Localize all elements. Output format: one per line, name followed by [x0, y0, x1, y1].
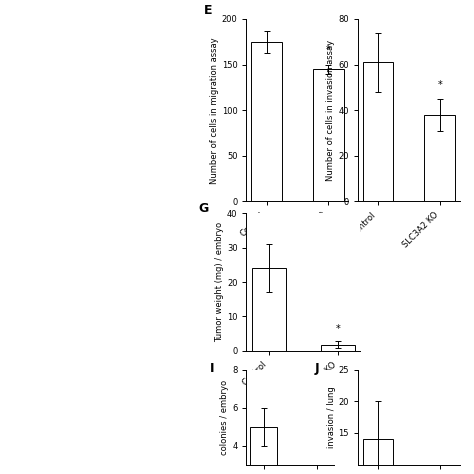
Text: E: E: [204, 4, 212, 18]
Bar: [363, 62, 393, 201]
Bar: [320, 345, 355, 351]
Text: G: G: [199, 202, 209, 215]
Y-axis label: Tumor weight (mg) / embryo: Tumor weight (mg) / embryo: [215, 222, 224, 342]
Text: *: *: [438, 80, 442, 90]
Y-axis label: Number of cells in invasion assay: Number of cells in invasion assay: [327, 40, 336, 181]
Bar: [363, 439, 393, 474]
Bar: [250, 427, 277, 474]
Bar: [313, 69, 344, 201]
Text: *: *: [326, 46, 331, 55]
Y-axis label: Number of cells in migration assay: Number of cells in migration assay: [210, 37, 219, 183]
Bar: [252, 268, 286, 351]
Y-axis label: colonies / embryo: colonies / embryo: [220, 380, 229, 455]
Bar: [424, 115, 455, 201]
Text: J: J: [315, 362, 319, 375]
Text: I: I: [210, 362, 214, 375]
Bar: [251, 42, 282, 201]
Text: *: *: [336, 324, 340, 334]
Y-axis label: invasion / lung: invasion / lung: [327, 386, 336, 448]
